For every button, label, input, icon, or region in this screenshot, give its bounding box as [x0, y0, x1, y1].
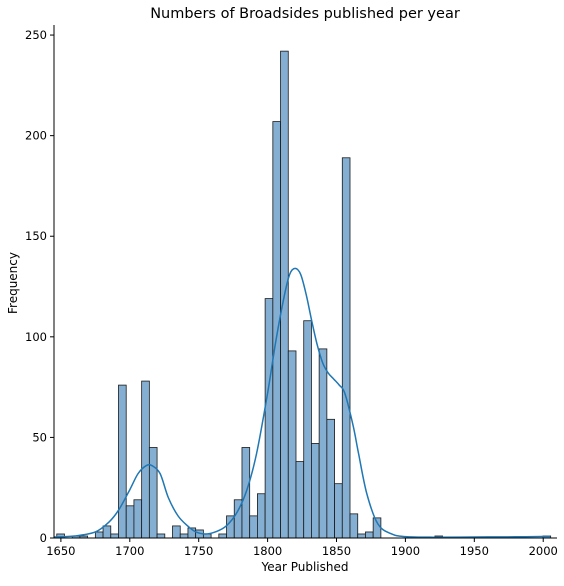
- y-tick-label: 50: [32, 430, 47, 444]
- x-tick-label: 1750: [184, 544, 213, 558]
- histogram-bar: [172, 525, 181, 539]
- histogram-bar: [287, 350, 297, 539]
- kde-line: [53, 267, 551, 538]
- histogram-bar: [365, 531, 374, 539]
- histogram-bar: [357, 533, 366, 539]
- y-tick-label: 200: [25, 129, 47, 143]
- x-axis-label: Year Published: [261, 560, 349, 574]
- histogram-bar: [133, 499, 143, 539]
- histogram-bar: [156, 533, 166, 539]
- histogram-bar: [349, 513, 359, 539]
- histogram-bar: [218, 533, 227, 539]
- histogram-bar: [249, 515, 258, 539]
- x-tick-label: 1900: [391, 544, 420, 558]
- x-tick-label: 1850: [322, 544, 351, 558]
- y-tick-label: 150: [25, 229, 47, 243]
- x-tick-label: 1650: [46, 544, 75, 558]
- histogram-bar: [257, 493, 266, 539]
- histogram-bar: [125, 505, 135, 539]
- y-axis-label: Frequency: [6, 252, 20, 314]
- y-ticks: 0 50 100 150 200 250: [25, 28, 54, 545]
- histogram-bar: [110, 533, 119, 539]
- x-tick-label: 2000: [529, 544, 558, 558]
- histogram-bar: [148, 447, 158, 539]
- y-tick-label: 0: [40, 531, 47, 545]
- x-ticks: 1650 1700 1750 1800 1850 1900 1950 2000: [46, 538, 558, 558]
- histogram-bar: [141, 380, 150, 539]
- bars-layer: [56, 50, 552, 539]
- histogram-bar: [264, 298, 274, 539]
- histogram-bar: [118, 384, 127, 539]
- histogram-bar: [311, 443, 320, 539]
- histogram-bar: [318, 348, 328, 539]
- histogram-bar: [94, 531, 104, 539]
- x-tick-label: 1800: [253, 544, 282, 558]
- histogram-bar: [102, 525, 112, 539]
- chart-title: Numbers of Broadsides published per year: [150, 6, 460, 22]
- x-tick-label: 1950: [460, 544, 489, 558]
- y-tick-label: 250: [25, 28, 47, 42]
- x-tick-label: 1700: [115, 544, 144, 558]
- histogram-bar: [272, 121, 281, 539]
- histogram-bar: [179, 533, 189, 539]
- histogram-bar: [303, 320, 312, 539]
- histogram-bar: [341, 157, 351, 539]
- y-tick-label: 100: [25, 330, 47, 344]
- histogram-bar: [295, 461, 305, 539]
- histogram-bar: [334, 483, 343, 539]
- histogram-bar: [326, 418, 335, 539]
